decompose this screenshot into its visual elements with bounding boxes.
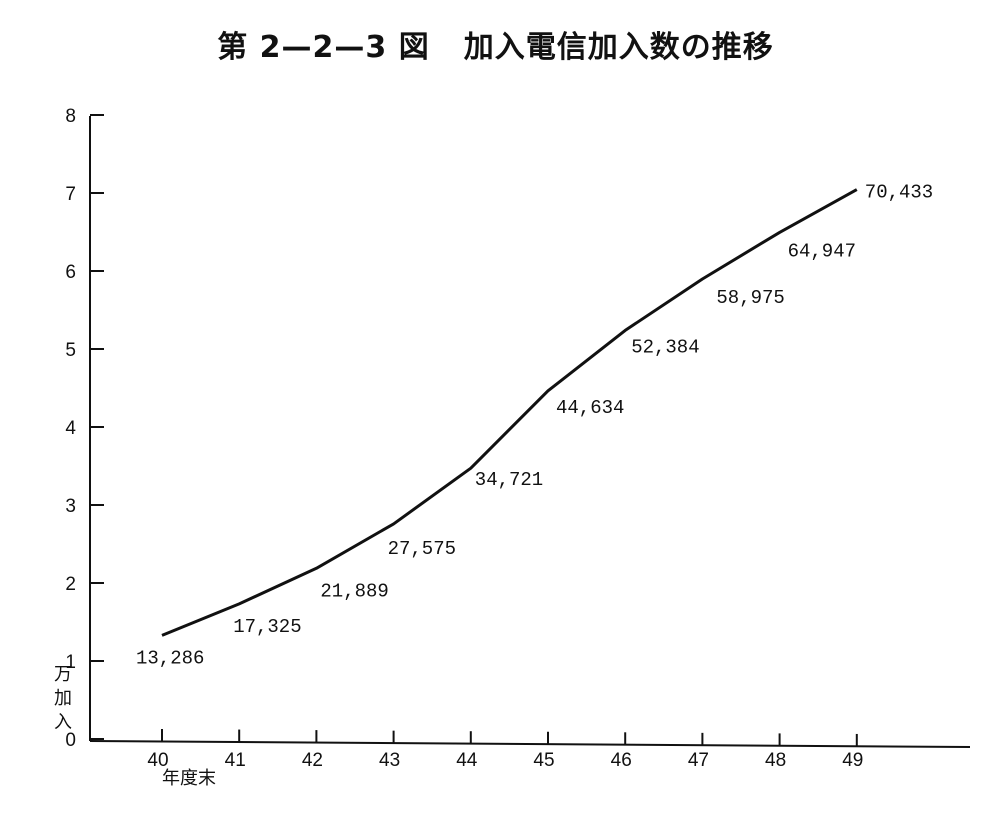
data-label: 52,384	[631, 336, 699, 358]
data-label: 64,947	[788, 240, 856, 262]
series-line	[161, 188, 858, 637]
axes	[89, 116, 971, 748]
y-tick-label: 6	[65, 262, 76, 283]
data-label: 70,433	[865, 182, 933, 204]
data-label: 34,721	[475, 469, 543, 491]
y-unit-label: 万加入	[54, 664, 72, 733]
x-tick-label: 42	[302, 750, 323, 771]
figure-number: 第 2—2—3 図	[217, 30, 430, 65]
x-tick-label: 48	[765, 750, 786, 771]
chart-title: 第 2—2—3 図加入電信加入数の推移	[0, 22, 991, 66]
x-tick-label: 49	[842, 750, 863, 771]
y-tick-label: 0	[65, 730, 76, 751]
x-axis	[89, 740, 971, 748]
y-tick-label: 5	[65, 340, 76, 361]
data-label: 58,975	[716, 287, 784, 309]
x-tick-label: 45	[533, 750, 554, 771]
data-label: 21,889	[320, 580, 388, 602]
y-tick-label: 8	[65, 106, 76, 127]
x-tick-label: 43	[379, 750, 400, 771]
figure-caption: 加入電信加入数の推移	[463, 30, 774, 65]
data-label: 27,575	[388, 538, 456, 560]
y-unit-char: 加	[54, 688, 72, 709]
x-tick-label: 40	[147, 750, 168, 771]
y-tick-label: 7	[65, 184, 76, 205]
y-ticks: 0 1 2 3 4 5 6 7 8	[65, 106, 104, 751]
data-label: 44,634	[556, 397, 624, 419]
x-tick-label: 47	[688, 750, 709, 771]
y-unit-char: 入	[54, 712, 72, 733]
data-label: 17,325	[233, 616, 301, 638]
y-unit-char: 万	[54, 664, 72, 685]
y-tick-label: 3	[65, 496, 76, 517]
series	[161, 188, 858, 637]
y-tick-label: 2	[65, 574, 76, 595]
x-tick-label: 46	[611, 750, 632, 771]
y-tick-label: 4	[65, 418, 76, 439]
data-label: 13,286	[136, 647, 204, 669]
x-axis-label: 年度末	[162, 768, 216, 789]
y-tick-label: 1	[65, 652, 76, 673]
x-tick-label: 44	[456, 750, 478, 771]
x-tick-label: 41	[225, 750, 246, 771]
x-ticks: 40 41 42 43 44 45 46 47 48 49	[147, 729, 863, 771]
